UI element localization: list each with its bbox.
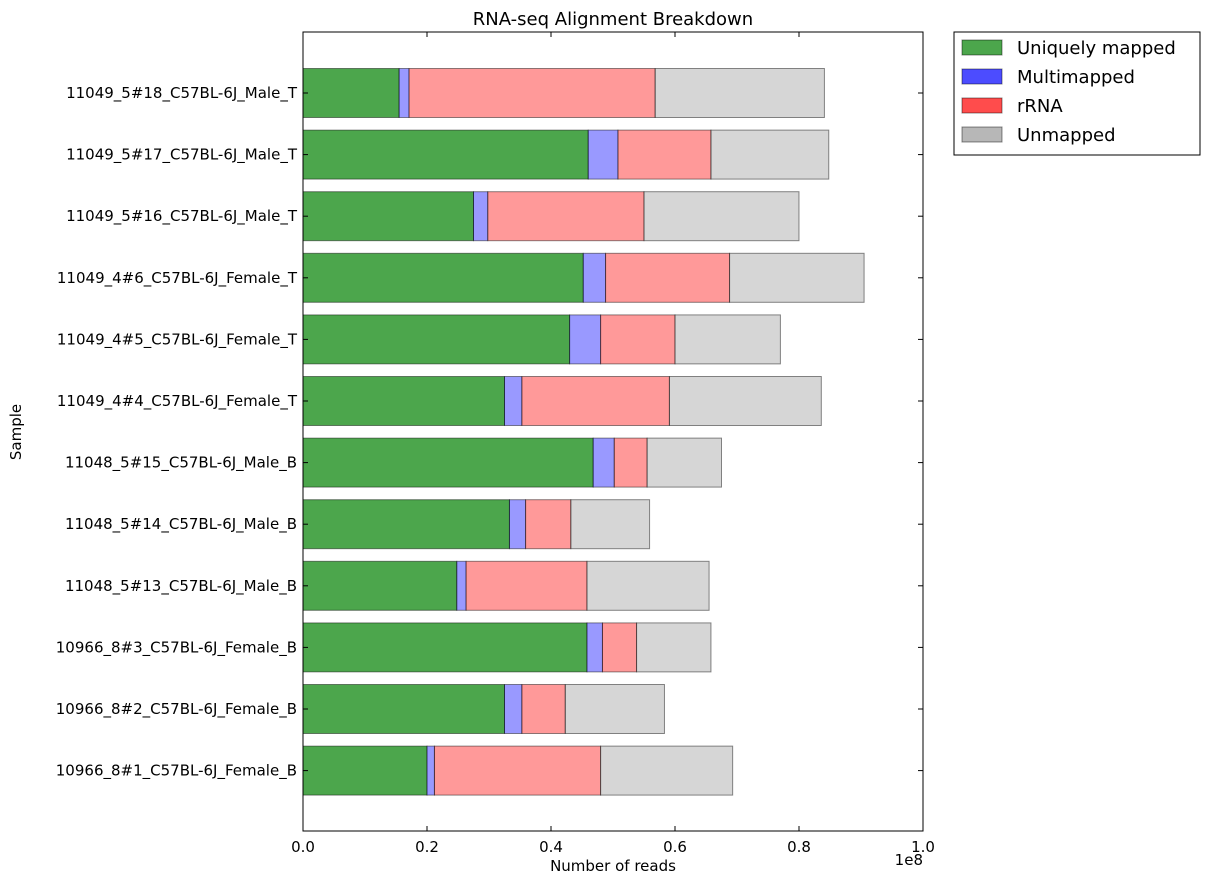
y-tick-label: 10966_8#1_C57BL-6J_Female_B xyxy=(56,762,297,781)
bar-segment xyxy=(408,68,656,118)
bar-segment xyxy=(302,68,400,118)
bars-layer xyxy=(302,68,865,796)
bar-segment xyxy=(605,252,731,303)
bar-segment xyxy=(433,745,602,796)
bar-segment xyxy=(646,437,722,488)
bar-segment xyxy=(582,252,607,303)
x-tick-label: 0.0 xyxy=(291,838,315,856)
bar-segment xyxy=(456,560,467,611)
bar-segment xyxy=(302,252,584,303)
x-scale-label: 1e8 xyxy=(895,851,923,869)
plot-frame xyxy=(302,31,924,832)
bar-segment xyxy=(426,745,435,796)
y-tick-label: 11048_5#14_C57BL-6J_Male_B xyxy=(65,515,297,534)
bar-segment xyxy=(569,314,602,365)
bar-segment xyxy=(398,68,410,118)
bar-segment xyxy=(504,684,523,734)
bar-segment xyxy=(643,191,800,242)
x-axis-label: Number of reads xyxy=(550,857,676,875)
y-tick-label: 11049_5#17_C57BL-6J_Male_T xyxy=(66,146,298,165)
bar-segment xyxy=(564,684,665,734)
bar-segment xyxy=(302,560,458,611)
bar-segment xyxy=(302,129,589,180)
bar-segment xyxy=(710,129,830,180)
bar-segment xyxy=(617,129,712,180)
bar-segment xyxy=(302,684,505,734)
bar-segment xyxy=(521,684,566,734)
bar-segment xyxy=(302,437,594,488)
y-tick-label: 11049_4#4_C57BL-6J_Female_T xyxy=(57,392,298,411)
bar-segment xyxy=(521,376,670,426)
y-tick-label: 11049_4#6_C57BL-6J_Female_T xyxy=(57,269,298,288)
bar-segment xyxy=(465,560,588,611)
y-tick-label: 10966_8#2_C57BL-6J_Female_B xyxy=(56,700,297,719)
legend-label: Multimapped xyxy=(1017,67,1135,88)
y-axis-label: Sample xyxy=(7,404,25,460)
y-tick-label: 11048_5#13_C57BL-6J_Male_B xyxy=(65,577,297,596)
bar-segment xyxy=(302,499,510,550)
bar-segment xyxy=(636,622,712,673)
chart-title: RNA-seq Alignment Breakdown xyxy=(473,9,753,30)
bar-segment xyxy=(586,622,603,673)
ticks-layer: 11049_5#18_C57BL-6J_Male_T 11049_5#17_C57… xyxy=(56,32,935,856)
bar-segment xyxy=(600,745,734,796)
bar-segment xyxy=(570,499,651,550)
legend-label: Uniquely mapped xyxy=(1017,38,1176,59)
bar-segment xyxy=(587,129,619,180)
bar-segment xyxy=(668,376,822,426)
legend-label: Unmapped xyxy=(1017,125,1116,146)
legend-label: rRNA xyxy=(1017,96,1063,117)
bar-segment xyxy=(613,437,648,488)
bar-segment xyxy=(473,191,489,242)
legend-swatch xyxy=(961,39,1003,56)
legend-swatch xyxy=(961,68,1003,85)
legend: Uniquely mapped Multimapped rRNA Unmapped xyxy=(953,31,1201,156)
bar-segment xyxy=(729,252,865,303)
x-tick-label: 0.8 xyxy=(787,838,811,856)
bar-segment xyxy=(302,314,571,365)
x-tick-label: 1.0 xyxy=(911,838,935,856)
y-tick-label: 11049_5#16_C57BL-6J_Male_T xyxy=(66,207,298,226)
bar-segment xyxy=(302,745,428,796)
bar-segment xyxy=(592,437,615,488)
legend-swatch xyxy=(961,97,1003,114)
bar-segment xyxy=(302,622,588,673)
x-tick-label: 0.6 xyxy=(663,838,687,856)
bar-segment xyxy=(504,376,523,426)
bar-segment xyxy=(586,560,710,611)
bar-segment xyxy=(302,376,505,426)
bar-segment xyxy=(654,68,825,118)
legend-swatch xyxy=(961,126,1003,143)
y-tick-label: 11049_4#5_C57BL-6J_Female_T xyxy=(57,330,298,349)
bar-segment xyxy=(508,499,527,550)
y-tick-label: 11048_5#15_C57BL-6J_Male_B xyxy=(65,454,297,473)
y-tick-label: 10966_8#3_C57BL-6J_Female_B xyxy=(56,638,297,657)
bar-segment xyxy=(487,191,645,242)
bar-segment xyxy=(525,499,572,550)
y-tick-label: 11049_5#18_C57BL-6J_Male_T xyxy=(66,84,298,103)
x-tick-label: 0.2 xyxy=(415,838,439,856)
x-tick-label: 0.4 xyxy=(539,838,563,856)
bar-segment xyxy=(674,314,781,365)
bar-segment xyxy=(600,314,676,365)
bar-segment xyxy=(601,622,638,673)
bar-segment xyxy=(302,191,474,242)
